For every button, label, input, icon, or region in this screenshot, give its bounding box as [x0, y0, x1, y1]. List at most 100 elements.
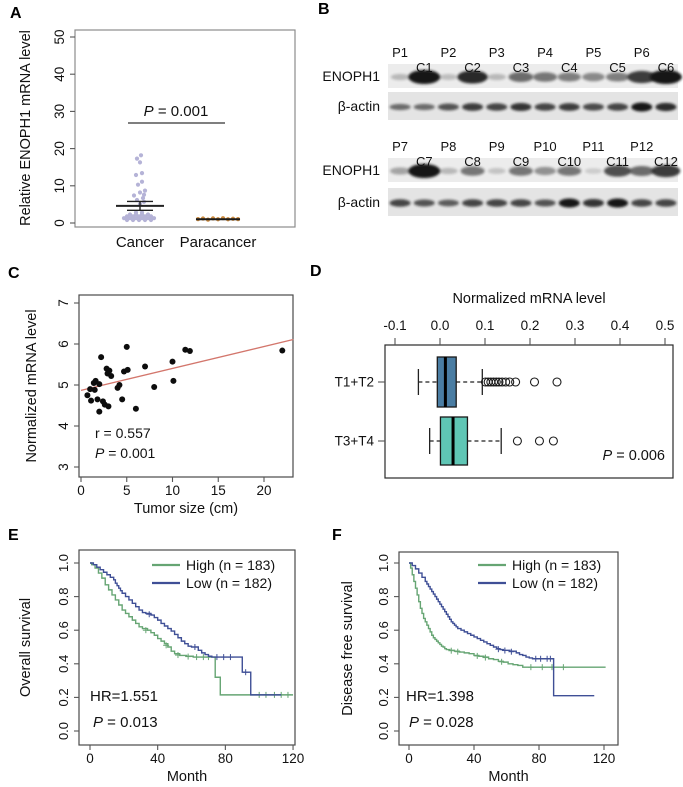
svg-text:Disease free survival: Disease free survival [340, 581, 356, 716]
svg-text:β-actin: β-actin [338, 98, 380, 114]
svg-text:80: 80 [531, 751, 546, 766]
svg-text:15: 15 [211, 483, 226, 498]
svg-text:-0.1: -0.1 [383, 318, 406, 333]
svg-text:0.0: 0.0 [376, 722, 391, 740]
km-curve-high [90, 562, 294, 696]
svg-text:HR=1.551: HR=1.551 [90, 688, 158, 705]
svg-text:5: 5 [123, 483, 131, 498]
svg-text:P = 0.028: P = 0.028 [409, 714, 474, 731]
svg-text:0.8: 0.8 [56, 588, 71, 606]
svg-text:Low (n = 182): Low (n = 182) [512, 575, 598, 591]
svg-text:80: 80 [218, 751, 233, 766]
svg-text:P8: P8 [440, 139, 456, 154]
svg-text:0.5: 0.5 [656, 318, 675, 333]
svg-text:Month: Month [488, 769, 528, 785]
panel-f-chart: 0.0 0.2 0.4 0.6 0.8 1.0 0 40 80 120 Month Disease f… [340, 551, 619, 785]
svg-text:T3+T4: T3+T4 [335, 434, 375, 449]
svg-text:0.4: 0.4 [611, 318, 630, 333]
svg-text:30: 30 [52, 104, 67, 119]
svg-text:C10: C10 [557, 154, 581, 169]
svg-text:C5: C5 [609, 60, 626, 75]
svg-text:0.4: 0.4 [56, 655, 71, 673]
svg-text:P4: P4 [537, 45, 553, 60]
svg-text:0.4: 0.4 [376, 655, 391, 673]
svg-text:P1: P1 [392, 45, 408, 60]
svg-text:P9: P9 [489, 139, 505, 154]
svg-text:Low (n = 182): Low (n = 182) [186, 575, 272, 591]
svg-text:ENOPH1: ENOPH1 [322, 162, 380, 178]
svg-text:0: 0 [86, 751, 94, 766]
panel-c-chart: 0 5 10 15 20 3 4 5 6 7 Tumor size (cm) Normalized m… [24, 294, 294, 517]
svg-text:120: 120 [593, 751, 616, 766]
svg-text:40: 40 [52, 67, 67, 82]
svg-text:0.8: 0.8 [376, 588, 391, 606]
svg-text:4: 4 [56, 422, 71, 430]
svg-text:20: 20 [256, 483, 271, 498]
svg-text:C11: C11 [606, 154, 629, 169]
panel-a-chart: 0 10 20 30 40 50 Relative ENOPH1 mRNA level Can… [18, 29, 296, 251]
svg-text:HR=1.398: HR=1.398 [406, 688, 474, 705]
svg-text:0: 0 [77, 483, 85, 498]
svg-text:120: 120 [282, 751, 305, 766]
svg-text:0.2: 0.2 [376, 688, 391, 706]
svg-text:40: 40 [466, 751, 481, 766]
svg-text:C9: C9 [513, 154, 530, 169]
svg-text:0.2: 0.2 [56, 688, 71, 706]
svg-text:ENOPH1: ENOPH1 [322, 68, 380, 84]
svg-text:1.0: 1.0 [56, 554, 71, 572]
panel-letter-c: C [8, 265, 20, 282]
panel-e-chart: 0.0 0.2 0.4 0.6 0.8 1.0 0 40 80 120 Month Overall s… [18, 549, 305, 785]
svg-text:β-actin: β-actin [338, 194, 380, 210]
svg-text:High (n = 183): High (n = 183) [512, 557, 601, 573]
panel-letter-b: B [318, 1, 330, 18]
svg-text:High (n = 183): High (n = 183) [186, 557, 275, 573]
svg-text:10: 10 [165, 483, 180, 498]
panel-letter-f: F [332, 527, 342, 544]
svg-text:1.0: 1.0 [376, 554, 391, 572]
svg-text:Paracancer: Paracancer [180, 234, 257, 251]
svg-text:P5: P5 [585, 45, 601, 60]
svg-text:P7: P7 [392, 139, 408, 154]
km-curve-low [409, 562, 595, 697]
svg-text:r = 0.557: r = 0.557 [95, 425, 151, 441]
svg-text:Normalized mRNA level: Normalized mRNA level [452, 291, 605, 307]
svg-text:40: 40 [150, 751, 165, 766]
svg-text:0.3: 0.3 [566, 318, 585, 333]
panel-letter-e: E [8, 527, 19, 544]
svg-text:0.0: 0.0 [431, 318, 450, 333]
svg-text:C4: C4 [561, 60, 578, 75]
svg-text:P12: P12 [630, 139, 653, 154]
svg-text:P = 0.001: P = 0.001 [144, 103, 209, 120]
svg-text:C8: C8 [464, 154, 481, 169]
svg-text:0.0: 0.0 [56, 722, 71, 740]
svg-text:0: 0 [52, 219, 67, 227]
svg-text:0.2: 0.2 [521, 318, 540, 333]
svg-text:Relative ENOPH1 mRNA level: Relative ENOPH1 mRNA level [18, 30, 34, 226]
panel-letter-a: A [10, 5, 22, 22]
panel-d-chart: Normalized mRNA level -0.1 0.0 0.1 0.2 0.3 0.4… [335, 291, 675, 479]
svg-text:0.1: 0.1 [476, 318, 495, 333]
svg-text:0: 0 [405, 751, 413, 766]
km-curve-high [409, 562, 606, 668]
svg-text:P3: P3 [489, 45, 505, 60]
svg-text:0.6: 0.6 [376, 621, 391, 639]
svg-text:P11: P11 [582, 139, 604, 154]
svg-text:Cancer: Cancer [116, 234, 164, 251]
svg-text:P10: P10 [534, 139, 557, 154]
svg-text:50: 50 [52, 29, 67, 44]
svg-text:P = 0.001: P = 0.001 [95, 445, 156, 461]
svg-text:C3: C3 [513, 60, 530, 75]
svg-text:Month: Month [167, 769, 207, 785]
svg-text:Overall survival: Overall survival [18, 598, 34, 697]
svg-text:6: 6 [56, 340, 71, 348]
panel-b-blot: ENOPH1β-actinP1C1P2C2P3C3P4C4P5C5P6C6ENO… [322, 45, 682, 216]
svg-text:20: 20 [52, 141, 67, 156]
svg-text:C12: C12 [654, 154, 678, 169]
svg-text:Normalized mRNA level: Normalized mRNA level [24, 309, 40, 462]
svg-text:P = 0.013: P = 0.013 [93, 714, 158, 731]
svg-text:T1+T2: T1+T2 [335, 375, 374, 390]
svg-text:3: 3 [56, 463, 71, 471]
panel-letter-d: D [310, 263, 322, 280]
svg-text:P6: P6 [634, 45, 650, 60]
